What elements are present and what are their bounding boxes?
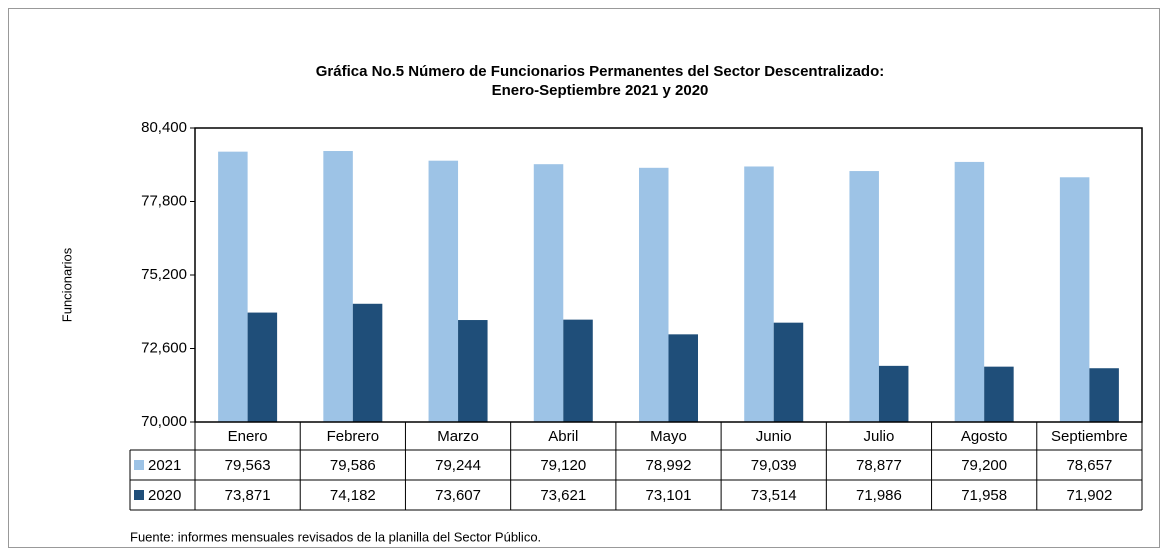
x-tick-label: Julio — [864, 428, 895, 445]
table-value: 79,563 — [225, 457, 271, 474]
table-value: 71,958 — [961, 487, 1007, 504]
table-value: 79,200 — [961, 457, 1007, 474]
table-value: 79,244 — [435, 457, 481, 474]
chart-subtitle: Enero-Septiembre 2021 y 2020 — [492, 82, 709, 99]
chart-title: Gráfica No.5 Número de Funcionarios Perm… — [316, 63, 885, 80]
bar — [639, 167, 669, 422]
table-value: 79,039 — [751, 457, 797, 474]
bar — [323, 151, 353, 422]
legend-label: 2020 — [148, 487, 181, 504]
legend-swatch — [134, 490, 144, 500]
table-value: 73,101 — [646, 487, 692, 504]
table-value: 73,607 — [435, 487, 481, 504]
bar — [849, 171, 879, 422]
y-axis-label: Funcionarios — [59, 247, 74, 322]
plot-frame — [194, 127, 1143, 423]
y-tick-label: 75,200 — [141, 266, 187, 283]
bar — [954, 161, 985, 422]
x-tick-label: Agosto — [961, 428, 1008, 445]
table-value: 78,657 — [1066, 457, 1112, 474]
x-tick-label: Mayo — [650, 428, 687, 445]
bar — [247, 312, 278, 422]
table-value: 78,992 — [646, 457, 692, 474]
legend-label: 2021 — [148, 457, 181, 474]
y-tick-label: 80,400 — [141, 119, 187, 136]
table-value: 71,986 — [856, 487, 902, 504]
table-value: 78,877 — [856, 457, 902, 474]
table-value: 79,586 — [330, 457, 376, 474]
bar — [668, 334, 698, 422]
table-value: 79,120 — [540, 457, 586, 474]
table-value: 71,902 — [1066, 487, 1112, 504]
legend-swatch — [134, 460, 144, 470]
table-value: 74,182 — [330, 487, 376, 504]
x-tick-label: Marzo — [437, 428, 479, 445]
bar — [773, 322, 804, 422]
x-tick-label: Junio — [756, 428, 792, 445]
bar — [533, 164, 564, 422]
table-value: 73,621 — [540, 487, 586, 504]
bar — [878, 365, 909, 422]
x-tick-label: Febrero — [327, 428, 380, 445]
bar — [984, 366, 1014, 422]
y-tick-label: 70,000 — [141, 413, 187, 430]
y-tick-label: 77,800 — [141, 192, 187, 209]
x-tick-label: Abril — [548, 428, 578, 445]
bar — [1059, 177, 1090, 422]
bar — [744, 166, 774, 422]
table-value: 73,871 — [225, 487, 271, 504]
x-tick-label: Enero — [228, 428, 268, 445]
bar — [428, 160, 459, 422]
bar — [352, 303, 383, 422]
bar — [563, 319, 593, 422]
y-tick-label: 72,600 — [141, 339, 187, 356]
bar — [1089, 368, 1119, 422]
table-value: 73,514 — [751, 487, 797, 504]
source-note: Fuente: informes mensuales revisados de … — [130, 529, 541, 544]
bar — [458, 320, 488, 422]
bar — [218, 151, 248, 422]
x-tick-label: Septiembre — [1051, 428, 1128, 445]
